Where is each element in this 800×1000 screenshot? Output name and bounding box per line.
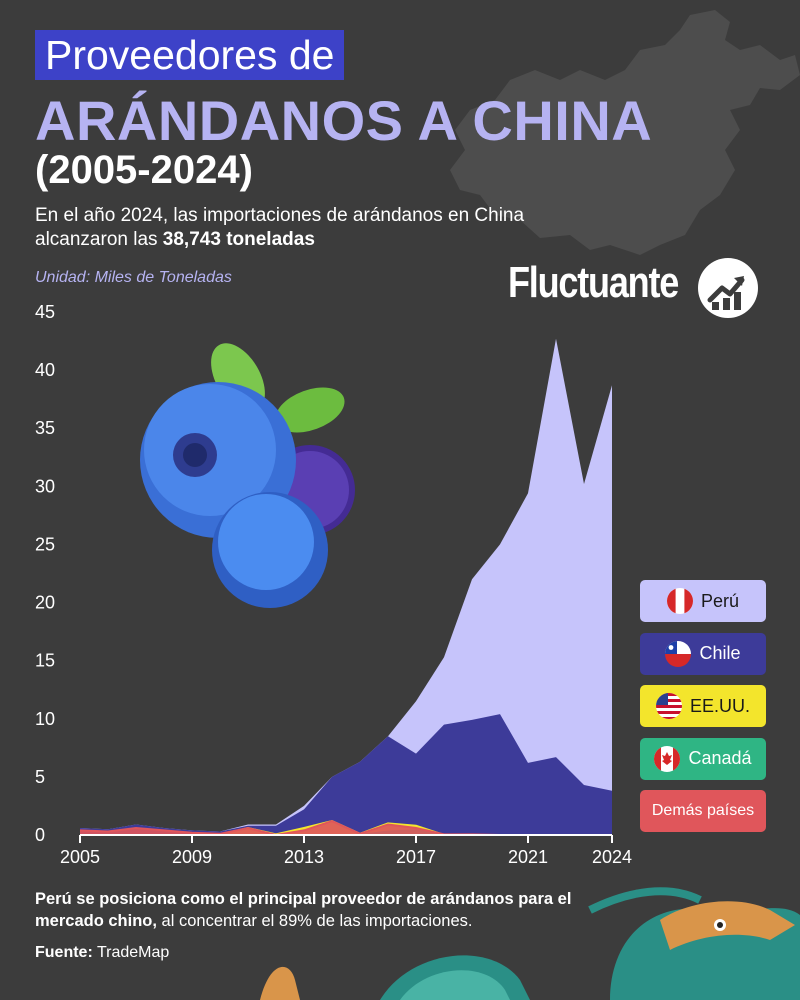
usa-flag-icon [655, 693, 682, 719]
brand: Fluctuante [508, 258, 758, 318]
x-tick-label: 2005 [60, 847, 100, 867]
footer-text: Perú se posiciona como el principal prov… [35, 888, 595, 932]
legend-label-peru: Perú [700, 590, 740, 611]
x-tick-label: 2024 [592, 847, 632, 867]
peru-flag-icon [666, 588, 693, 614]
y-tick-label: 10 [35, 709, 55, 729]
legend-label-usa: EE.UU. [689, 695, 750, 716]
y-tick-label: 30 [35, 476, 55, 496]
y-tick-label: 25 [35, 534, 55, 554]
canada-flag-icon [654, 745, 681, 772]
dragon-illustration [260, 887, 800, 1000]
axis-layer: 0 5 10 15 20 25 30 35 40 45 2005 2009 2013 2017 2021 20… [35, 302, 632, 867]
legend-item-usa: EE.UU. [640, 685, 766, 727]
x-tick-label: 2009 [172, 847, 212, 867]
y-tick-label: 5 [35, 767, 45, 787]
y-tick-label: 0 [35, 825, 45, 845]
series-area-0 [80, 338, 612, 835]
legend-label-rest: Demás países [651, 802, 755, 819]
title-line-3: (2005-2024) [35, 148, 253, 192]
unit-label: Unidad: Miles de Toneladas [35, 269, 232, 286]
y-tick-label: 15 [35, 651, 55, 671]
legend: Perú Chile EE.UU. Canadá Demás países [640, 580, 766, 843]
blueberries-illustration [140, 343, 355, 608]
legend-item-canada: Canadá [640, 737, 766, 780]
title-line-2: ARÁNDANOS A CHINA [35, 89, 653, 152]
y-tick-label: 40 [35, 360, 55, 380]
source-label: Fuente: [35, 944, 93, 961]
legend-item-rest: Demás países [640, 790, 766, 832]
title-highlight-box: Proveedores de [35, 30, 345, 80]
legend-label-chile: Chile [699, 643, 741, 663]
y-tick-label: 35 [35, 418, 55, 438]
brand-name: Fluctuante [508, 258, 679, 307]
source-value: TradeMap [92, 944, 170, 961]
source: Fuente: TradeMap [35, 944, 169, 962]
legend-label-canada: Canadá [688, 748, 752, 768]
subtitle-highlight: 38,743 toneladas [162, 229, 315, 250]
footer-bold: Perú se posiciona como el principal prov… [35, 890, 572, 930]
area-chart: 0 5 10 15 20 25 30 35 40 45 2005 2009 2013 2017 2021 20… [35, 302, 632, 867]
chile-flag-icon [665, 640, 692, 667]
brand-logo-icon [698, 258, 758, 318]
subtitle: En el año 2024, las importaciones de ará… [35, 204, 555, 252]
x-tick-label: 2021 [508, 847, 548, 867]
y-tick-label: 45 [35, 302, 55, 322]
series-area-1 [80, 714, 612, 835]
x-tick-label: 2013 [284, 847, 324, 867]
china-map-icon [450, 10, 800, 255]
title-line-1: Proveedores de [45, 31, 335, 78]
subtitle-text: En el año 2024, las importaciones de ará… [35, 205, 525, 250]
legend-item-peru: Perú [640, 580, 766, 622]
y-tick-label: 20 [35, 593, 55, 613]
legend-item-chile: Chile [640, 632, 766, 675]
footer-rest: al concentrar el 89% de las importacione… [156, 912, 473, 930]
x-tick-label: 2017 [396, 847, 436, 867]
